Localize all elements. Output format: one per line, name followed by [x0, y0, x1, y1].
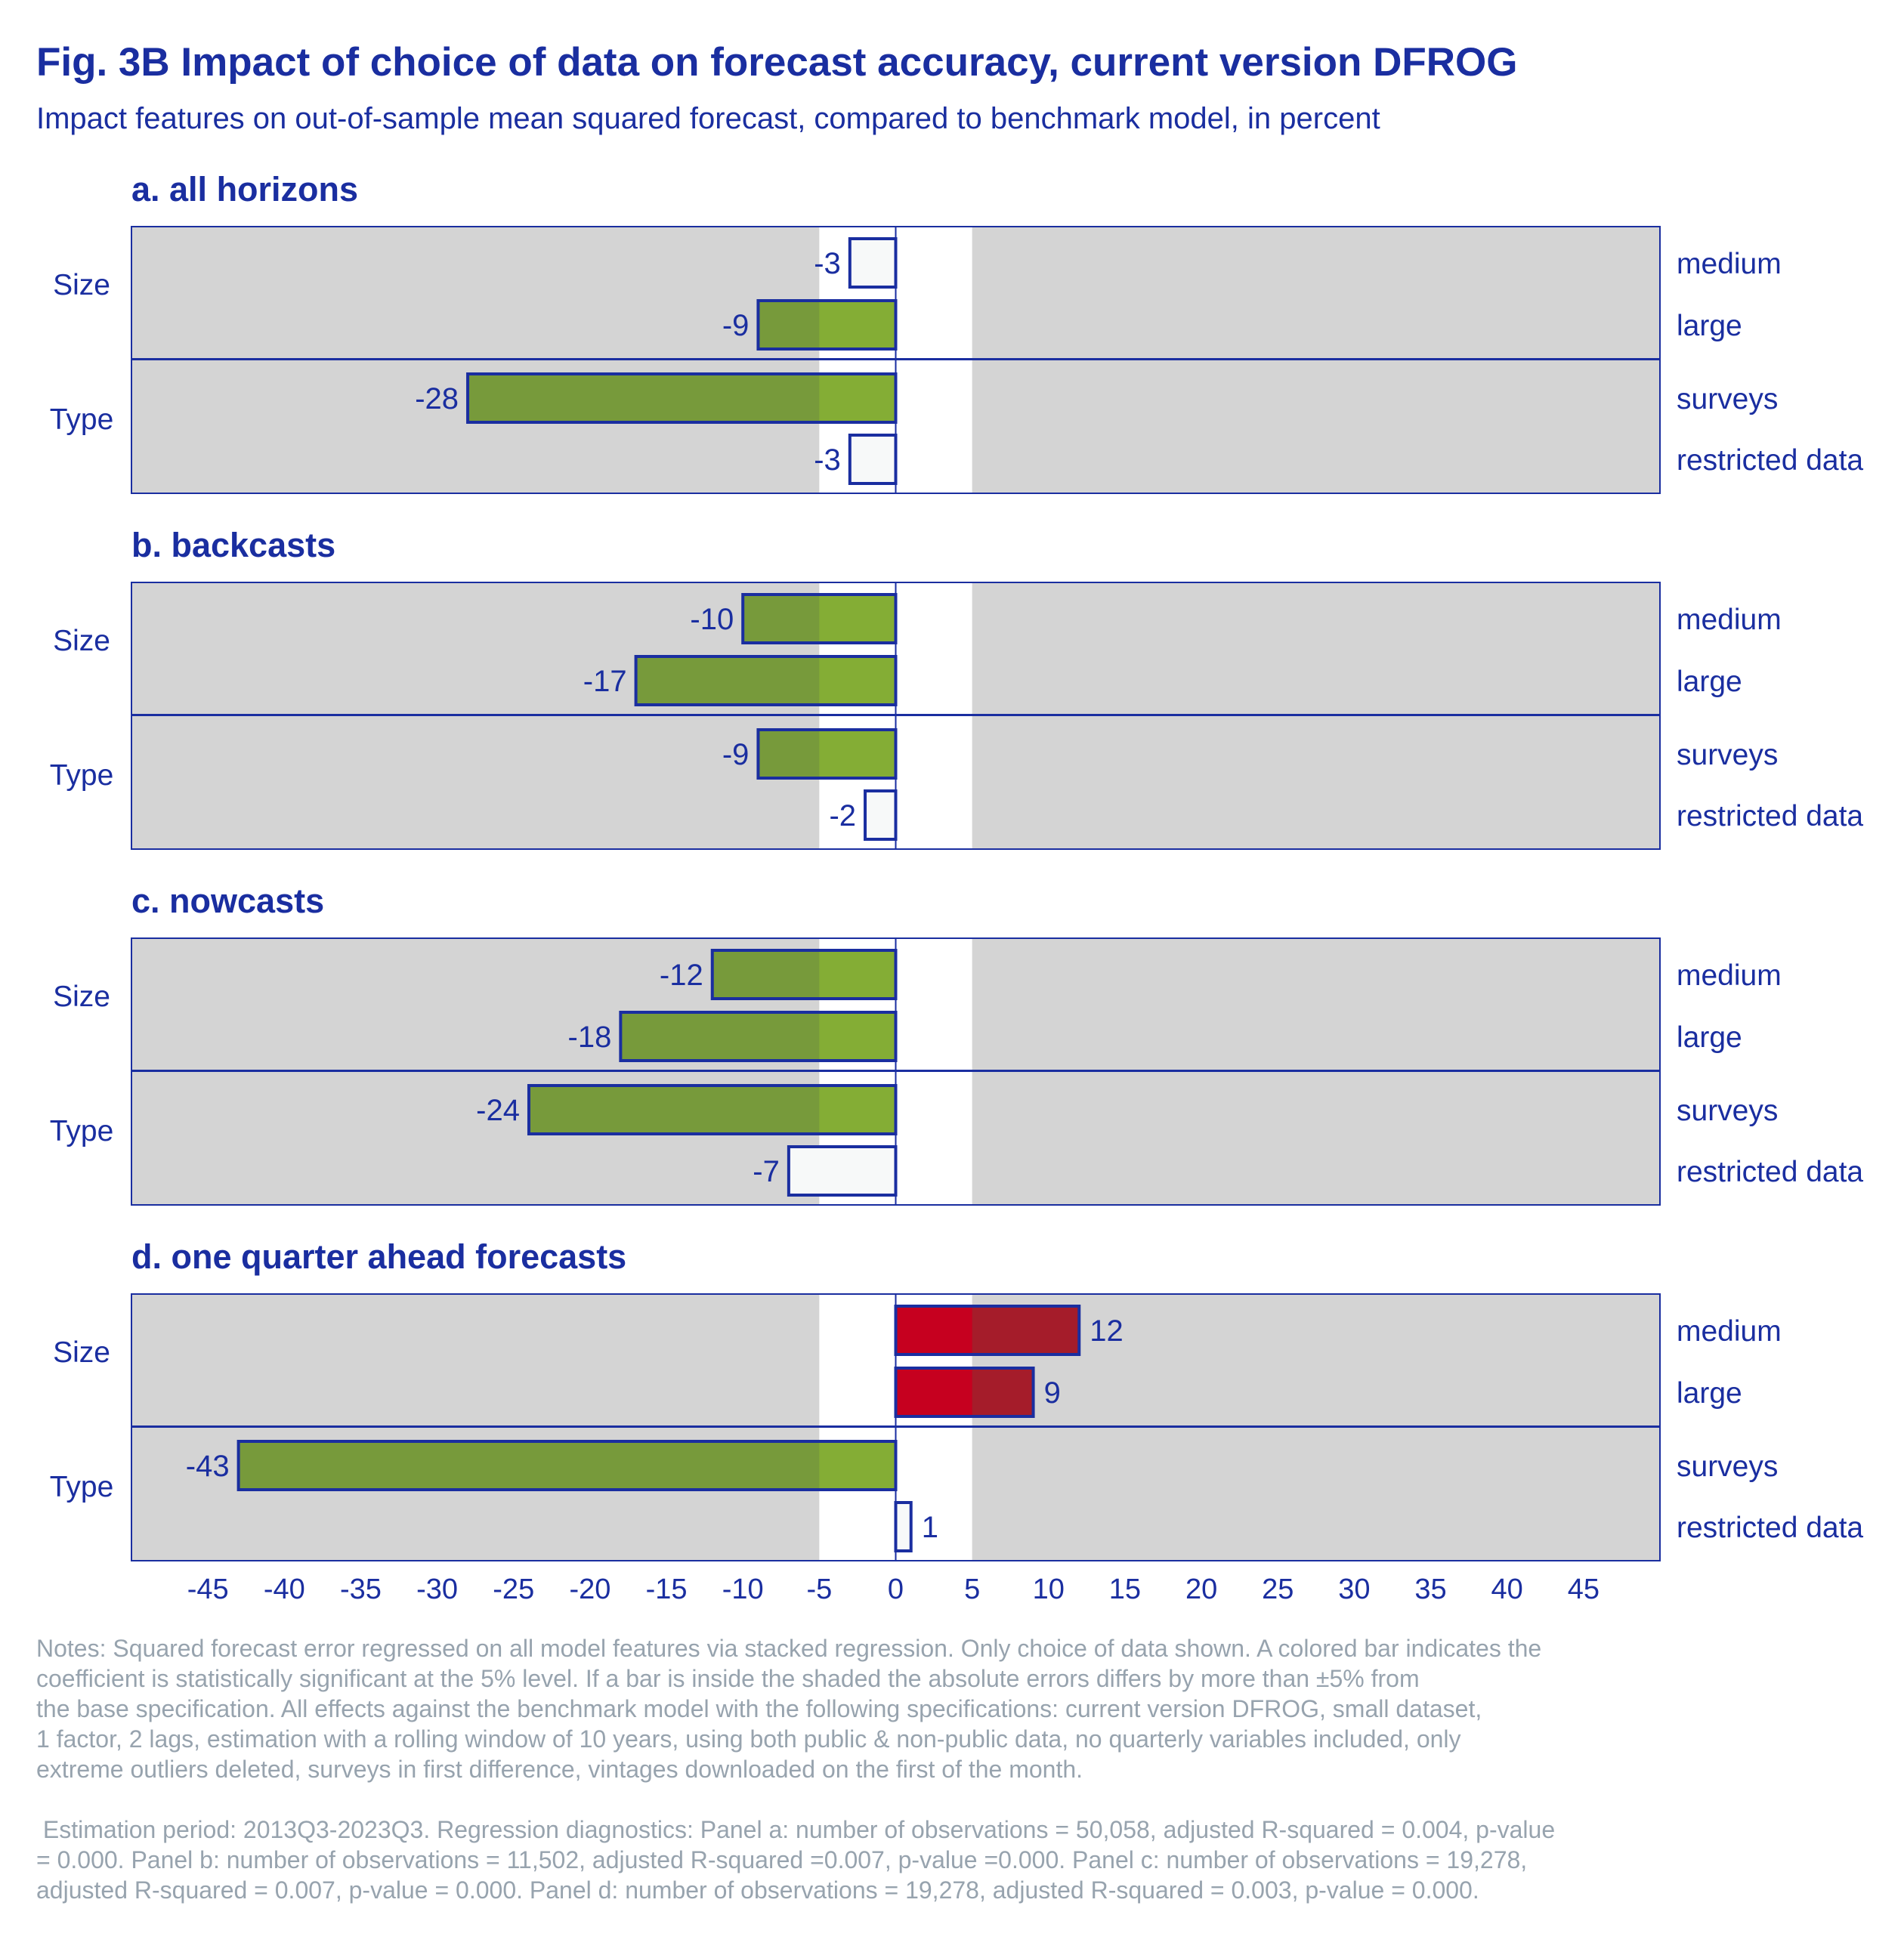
estimation-line: Estimation period: 2013Q3-2023Q3. Regres…: [36, 1816, 1556, 1843]
notes-text: Notes: Squared forecast error regressed …: [36, 1633, 1850, 1784]
notes-line: 1 factor, 2 lags, estimation with a roll…: [36, 1725, 1461, 1753]
notes-line: coefficient is statistically significant…: [36, 1665, 1420, 1692]
bar-value-label: -43: [186, 1450, 230, 1483]
panel-title: a. all horizons: [131, 170, 358, 208]
x-tick-label: -20: [569, 1574, 610, 1605]
group-label: Type: [50, 403, 114, 436]
panel-frame: [131, 1293, 1661, 1561]
panel-frame: [131, 582, 1661, 850]
category-label: medium: [1677, 959, 1782, 992]
bar-band-segment: [895, 1368, 972, 1416]
group-label: Size: [53, 981, 110, 1013]
group-label: Size: [53, 625, 110, 657]
x-tick-label: 20: [1185, 1574, 1217, 1605]
group-label: Size: [53, 269, 110, 301]
x-tick-label: 35: [1414, 1574, 1446, 1605]
x-tick-label: 5: [964, 1574, 980, 1605]
bar-band-segment: [819, 374, 896, 422]
chart-title: Fig. 3B Impact of choice of data on fore…: [36, 40, 1518, 85]
category-label: restricted data: [1677, 444, 1863, 477]
category-label: large: [1677, 310, 1742, 342]
x-tick-label: -15: [646, 1574, 688, 1605]
bar-value-label: -10: [690, 603, 734, 636]
bar-value-label: -28: [415, 382, 459, 415]
category-label: large: [1677, 1377, 1742, 1410]
bar-band-segment: [895, 1503, 911, 1551]
category-label: large: [1677, 1021, 1742, 1054]
group-label: Type: [50, 759, 114, 792]
x-tick-label: 45: [1568, 1574, 1600, 1605]
bar-value-label: 12: [1090, 1314, 1124, 1348]
estimation-line: adjusted R-squared = 0.007, p-value = 0.…: [36, 1876, 1479, 1904]
x-tick-label: 40: [1491, 1574, 1523, 1605]
bar-band-segment: [895, 1306, 972, 1354]
panel-frame: [131, 937, 1661, 1206]
category-label: restricted data: [1677, 1156, 1863, 1188]
notes-line: extreme outliers deleted, surveys in fir…: [36, 1756, 1083, 1783]
x-tick-label: 30: [1338, 1574, 1370, 1605]
estimation-text: Estimation period: 2013Q3-2023Q3. Regres…: [36, 1815, 1850, 1905]
x-tick-label: -5: [806, 1574, 832, 1605]
bar-band-segment: [819, 656, 896, 705]
category-label: restricted data: [1677, 1512, 1863, 1544]
chart-subtitle: Impact features on out-of-sample mean sq…: [36, 102, 1380, 135]
category-label: surveys: [1677, 739, 1778, 771]
group-label: Size: [53, 1336, 110, 1369]
notes-line: Notes: Squared forecast error regressed …: [36, 1635, 1542, 1662]
bar-band-segment: [819, 301, 896, 349]
bar-value-label: -12: [660, 959, 703, 992]
bar-band-segment: [849, 435, 896, 483]
panel-frame: [131, 226, 1661, 494]
bar-band-segment: [819, 1012, 896, 1061]
bar-value-label: -3: [814, 443, 841, 477]
x-tick-label: -10: [722, 1574, 764, 1605]
bar-band-segment: [819, 950, 896, 999]
bar-band-segment: [819, 595, 896, 643]
x-tick-label: 15: [1109, 1574, 1141, 1605]
chart-notes: Notes: Squared forecast error regressed …: [36, 1633, 1850, 1905]
bar-value-label: -2: [829, 799, 856, 832]
bar-value-label: -3: [814, 247, 841, 280]
group-label: Type: [50, 1471, 114, 1503]
bar-band-segment: [819, 1441, 896, 1490]
group-label: Type: [50, 1115, 114, 1147]
x-tick-label: -45: [187, 1574, 229, 1605]
x-tick-label: -30: [416, 1574, 458, 1605]
bar-value-label: -7: [753, 1155, 780, 1188]
x-tick-label: -40: [264, 1574, 305, 1605]
bar-value-label: -9: [722, 738, 750, 771]
x-tick-label: 25: [1262, 1574, 1294, 1605]
category-label: medium: [1677, 1315, 1782, 1348]
x-tick-label: 10: [1033, 1574, 1065, 1605]
category-label: surveys: [1677, 383, 1778, 415]
bar-value-label: 9: [1044, 1376, 1061, 1410]
bar-chart: a. all horizons -3 medium -9 large -28 surveys…: [50, 170, 1864, 1605]
panel-title: d. one quarter ahead forecasts: [131, 1237, 626, 1276]
x-tick-label: -35: [340, 1574, 382, 1605]
bar: [238, 1441, 896, 1490]
category-label: surveys: [1677, 1450, 1778, 1483]
bar-value-label: -18: [568, 1021, 612, 1054]
x-tick-label: 0: [888, 1574, 904, 1605]
bar-band-segment: [865, 791, 896, 839]
x-tick-label: -25: [493, 1574, 534, 1605]
bar-value-label: -17: [583, 665, 627, 698]
panel-title: b. backcasts: [131, 526, 335, 564]
notes-line: the base specification. All effects agai…: [36, 1695, 1482, 1722]
panel-title: c. nowcasts: [131, 882, 324, 920]
bar-value-label: -9: [722, 309, 750, 342]
category-label: medium: [1677, 604, 1782, 636]
bar-value-label: -24: [476, 1094, 520, 1127]
bar-band-segment: [819, 730, 896, 778]
estimation-line: = 0.000. Panel b: number of observations…: [36, 1846, 1528, 1873]
bar-band-segment: [849, 239, 896, 287]
bar-band-segment: [819, 1147, 896, 1195]
category-label: large: [1677, 666, 1742, 698]
category-label: restricted data: [1677, 800, 1863, 832]
category-label: surveys: [1677, 1095, 1778, 1127]
category-label: medium: [1677, 248, 1782, 280]
bar-value-label: 1: [922, 1511, 938, 1544]
bar-band-segment: [819, 1086, 896, 1134]
